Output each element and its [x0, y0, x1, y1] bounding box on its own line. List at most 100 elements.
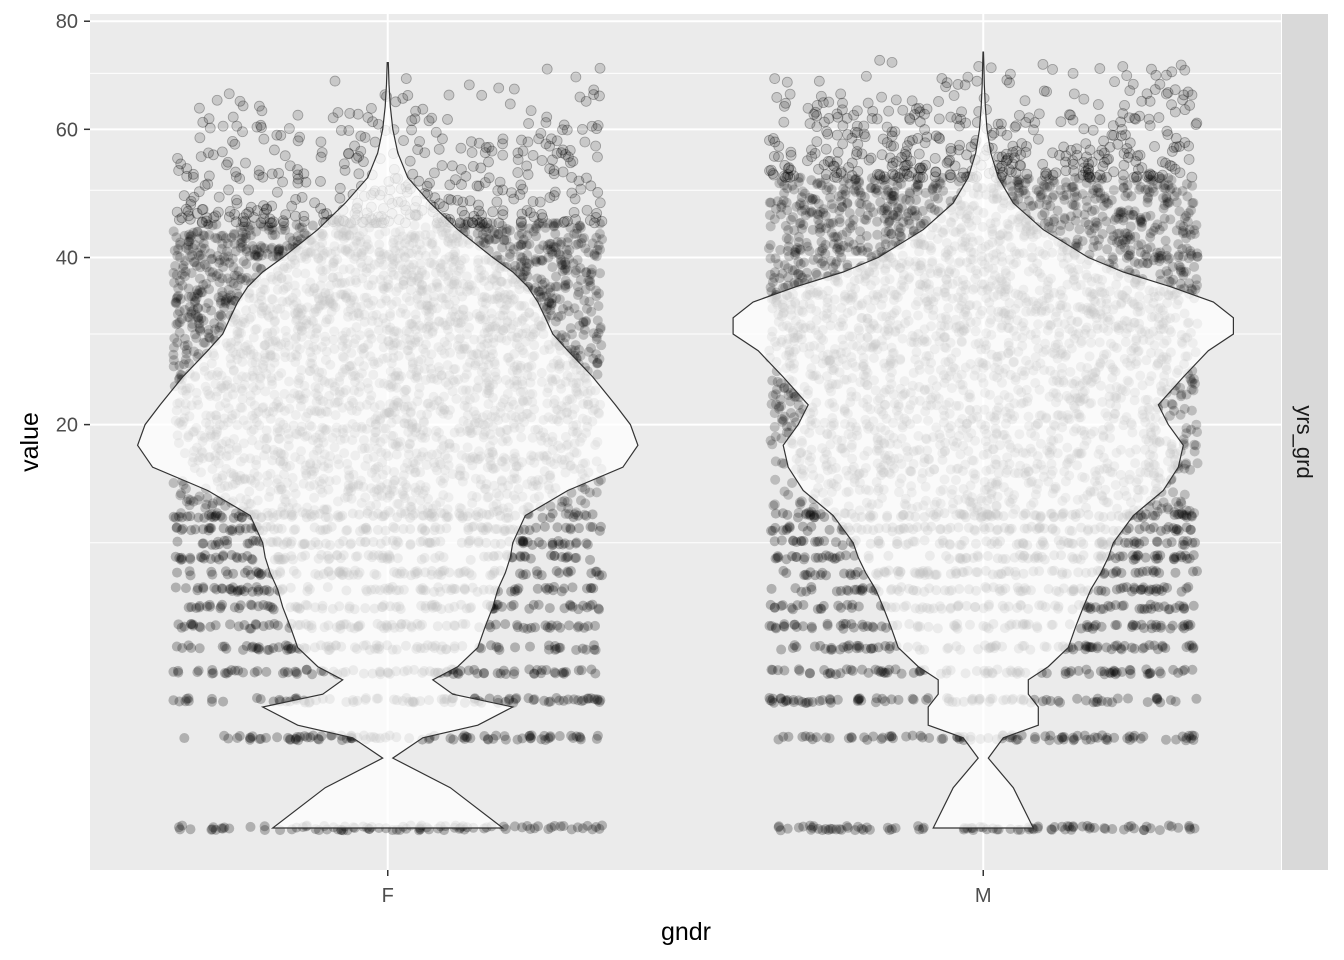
- data-point: [764, 692, 775, 703]
- data-point: [462, 216, 474, 228]
- data-point: [564, 306, 575, 317]
- data-point: [218, 550, 229, 561]
- data-point: [191, 332, 202, 343]
- data-point: [554, 567, 565, 578]
- data-point: [469, 664, 480, 675]
- data-point: [186, 642, 197, 653]
- data-point: [186, 602, 197, 613]
- data-point: [185, 511, 196, 522]
- data-point: [281, 240, 292, 251]
- data-point: [516, 239, 527, 250]
- data-point: [253, 584, 264, 595]
- data-point: [593, 603, 604, 614]
- data-point: [522, 820, 533, 831]
- data-point: [522, 230, 533, 241]
- data-point: [589, 250, 600, 261]
- data-point: [1081, 695, 1092, 706]
- data-point: [299, 731, 310, 742]
- data-point: [766, 583, 777, 594]
- data-point: [589, 640, 600, 651]
- data-point: [549, 820, 560, 831]
- data-point: [168, 666, 179, 677]
- data-point: [182, 205, 194, 217]
- data-point: [570, 538, 581, 549]
- data-point: [229, 602, 240, 613]
- data-point: [294, 131, 306, 143]
- data-point: [246, 523, 257, 534]
- data-point: [1081, 734, 1092, 745]
- data-point: [545, 501, 556, 512]
- data-point: [575, 734, 586, 745]
- data-point: [210, 540, 221, 551]
- data-point: [1144, 668, 1155, 679]
- data-point: [536, 274, 547, 285]
- data-point: [508, 697, 519, 708]
- data-point: [241, 244, 252, 255]
- data-point: [595, 268, 606, 279]
- data-point: [192, 585, 203, 596]
- data-point: [592, 315, 603, 326]
- data-point: [264, 644, 275, 655]
- data-point: [221, 233, 232, 244]
- data-point: [218, 523, 229, 534]
- data-point: [1171, 734, 1182, 745]
- data-point: [504, 98, 516, 110]
- data-point: [188, 227, 199, 238]
- data-point: [567, 155, 579, 167]
- data-point: [187, 318, 198, 329]
- data-point: [294, 222, 305, 233]
- data-point: [766, 621, 777, 632]
- data-point: [518, 269, 529, 280]
- data-point: [591, 349, 602, 360]
- data-point: [574, 91, 586, 103]
- data-point: [592, 694, 603, 705]
- data-point: [550, 242, 561, 253]
- data-point: [445, 733, 456, 744]
- data-point: [494, 645, 505, 656]
- data-point: [573, 175, 585, 187]
- data-point: [530, 255, 541, 266]
- data-point: [591, 733, 602, 744]
- data-point: [238, 231, 249, 242]
- data-point: [582, 602, 593, 613]
- data-point: [179, 304, 190, 315]
- data-point: [183, 312, 194, 323]
- data-point: [250, 619, 261, 630]
- data-point: [452, 667, 463, 678]
- data-point: [547, 508, 558, 519]
- data-point: [214, 277, 225, 288]
- data-point: [525, 733, 536, 744]
- data-point: [848, 622, 859, 633]
- data-point: [537, 539, 548, 550]
- data-point: [880, 640, 891, 651]
- data-point: [448, 668, 459, 679]
- data-point: [292, 109, 304, 121]
- data-point: [175, 252, 186, 263]
- data-point: [173, 244, 184, 255]
- data-point: [562, 265, 573, 276]
- data-point: [569, 694, 580, 705]
- data-point: [857, 583, 868, 594]
- data-point: [172, 567, 183, 578]
- data-point: [517, 536, 528, 547]
- data-point: [219, 256, 230, 267]
- data-point: [250, 249, 261, 260]
- data-point: [530, 254, 541, 265]
- data-point: [562, 552, 573, 563]
- data-point: [582, 693, 593, 704]
- data-point: [862, 734, 873, 745]
- data-point: [171, 641, 182, 652]
- data-point: [177, 269, 188, 280]
- data-point: [561, 244, 572, 255]
- data-point: [578, 316, 589, 327]
- data-point: [846, 732, 857, 743]
- data-point: [535, 292, 546, 303]
- data-point: [203, 170, 215, 182]
- data-point: [509, 666, 520, 677]
- data-point: [1136, 603, 1147, 614]
- data-point: [561, 522, 572, 533]
- data-point: [494, 176, 506, 188]
- data-point: [216, 311, 227, 322]
- data-point: [553, 311, 564, 322]
- data-point: [546, 620, 557, 631]
